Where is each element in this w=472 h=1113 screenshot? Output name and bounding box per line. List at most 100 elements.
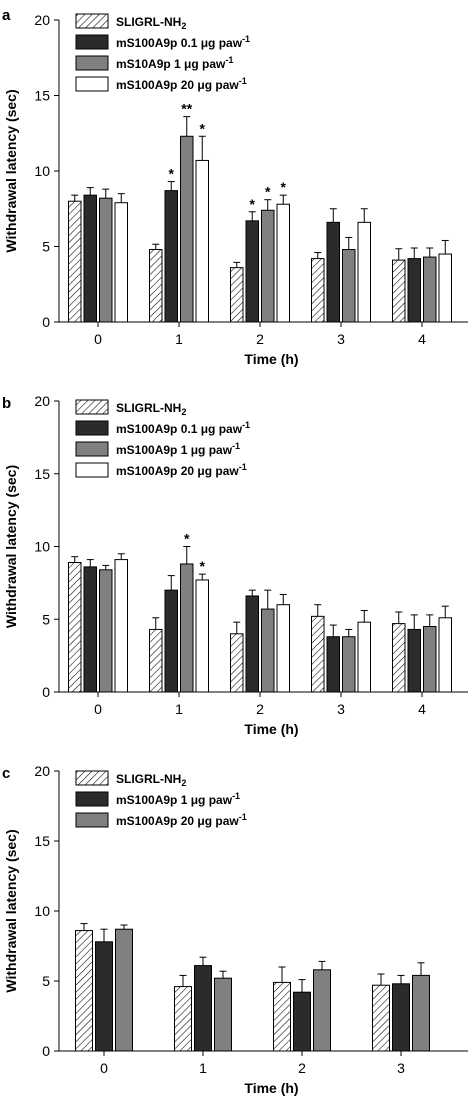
y-axis-label: Withdrawal latency (sec) [3, 89, 19, 252]
legend-label: mS100A9p 1 μg paw-1 [116, 791, 240, 807]
chart-panel-b: b 0 5 10 15 20 Withdrawal latency (sec) 0 1 2 3 4 Ti… [2, 393, 468, 737]
bar [438, 253, 452, 323]
x-tick-label: 1 [175, 331, 183, 347]
bar [174, 986, 192, 1052]
x-axis-label: Time (h) [244, 1080, 298, 1096]
series-1: ** [83, 166, 421, 323]
series-0 [68, 194, 406, 323]
y-tick-label: 0 [42, 684, 50, 700]
legend-label-superscript: -1 [242, 420, 250, 430]
bar [273, 981, 291, 1052]
bar [180, 563, 194, 693]
bar [438, 617, 452, 693]
legend-swatch [75, 76, 109, 92]
bar [276, 203, 290, 323]
legend-label-superscript: -1 [242, 34, 250, 44]
x-tick-label: 2 [256, 331, 264, 347]
y-tick-label: 10 [34, 903, 50, 919]
y-tick-label: 10 [34, 163, 50, 179]
legend-label-superscript: -1 [239, 462, 247, 472]
legend-label-text: mS100A9p 0.1 μg paw [116, 36, 243, 50]
bar [180, 135, 194, 323]
bar [423, 626, 437, 693]
legend-label: SLIGRL-NH2 [116, 772, 186, 788]
significance-marker: * [169, 166, 175, 182]
bar [313, 969, 331, 1052]
legend-swatch [75, 34, 109, 50]
x-tick-label: 0 [100, 1060, 108, 1076]
x-axis-label: Time (h) [244, 351, 298, 367]
bar [149, 249, 163, 323]
bar [194, 965, 212, 1052]
legend-label-text: SLIGRL-NH [116, 401, 181, 415]
bar [407, 258, 421, 323]
bar [261, 608, 275, 693]
bar [293, 991, 311, 1052]
y-tick-label: 5 [42, 973, 50, 989]
legend-label-text: mS100A9p 20 μg paw [116, 78, 239, 92]
y-tick-label: 15 [34, 466, 50, 482]
bar [83, 194, 97, 323]
bar [114, 202, 128, 323]
bar [214, 977, 232, 1052]
bar [164, 190, 178, 323]
legend-label: mS100A9p 20 μg paw-1 [116, 76, 247, 92]
series-3: ** [114, 120, 452, 323]
legend-swatch [75, 441, 109, 457]
bar [392, 259, 406, 323]
bar [115, 928, 133, 1052]
x-tick-label: 0 [94, 701, 102, 717]
y-tick-label: 15 [34, 833, 50, 849]
significance-marker: * [250, 196, 256, 212]
bar [99, 197, 113, 323]
bar [372, 984, 390, 1052]
y-tick-label: 0 [42, 1043, 50, 1059]
bar [149, 628, 163, 693]
panel-label: a [2, 7, 11, 24]
bar [68, 562, 82, 693]
bar [342, 636, 356, 693]
series-0 [75, 923, 390, 1052]
significance-marker: * [200, 120, 206, 136]
bar [392, 983, 410, 1052]
x-tick-label: 3 [337, 331, 345, 347]
y-tick-label: 5 [42, 239, 50, 255]
bar [261, 209, 275, 323]
legend-swatch [75, 791, 109, 807]
legend-swatch [75, 13, 109, 29]
x-tick-label: 3 [337, 701, 345, 717]
y-tick-label: 5 [42, 611, 50, 627]
legend-swatch [75, 812, 109, 828]
series-2 [115, 924, 430, 1052]
legend-label-superscript: -1 [232, 791, 240, 801]
bar [423, 256, 437, 323]
series-1 [95, 928, 410, 1052]
y-axis-label: Withdrawal latency (sec) [3, 465, 19, 628]
legend-label: mS100A9p 20 μg paw-1 [116, 812, 247, 828]
legend-swatch [75, 420, 109, 436]
legend-label-text: mS100A9p 1 μg paw [116, 443, 233, 457]
x-tick-label: 1 [175, 701, 183, 717]
bar [195, 159, 209, 323]
bar [68, 200, 82, 323]
bar [75, 930, 93, 1052]
series-0 [68, 556, 406, 693]
y-tick-label: 15 [34, 88, 50, 104]
bar [164, 589, 178, 693]
bar [230, 267, 244, 323]
x-tick-label: 2 [298, 1060, 306, 1076]
legend-label-superscript: -1 [232, 441, 240, 451]
significance-marker: * [184, 531, 190, 547]
legend-label-text: mS100A9p 0.1 μg paw [116, 422, 243, 436]
y-axis-label: Withdrawal latency (sec) [3, 829, 19, 992]
legend-label-text: SLIGRL-NH [116, 772, 181, 786]
chart-panel-c: c 0 5 10 15 20 Withdrawal latency (sec) 0 1 2 3 Tim… [2, 763, 468, 1096]
x-tick-label: 3 [397, 1060, 405, 1076]
bar [326, 221, 340, 323]
legend-label-superscript: -1 [239, 76, 247, 86]
bar [311, 258, 325, 323]
